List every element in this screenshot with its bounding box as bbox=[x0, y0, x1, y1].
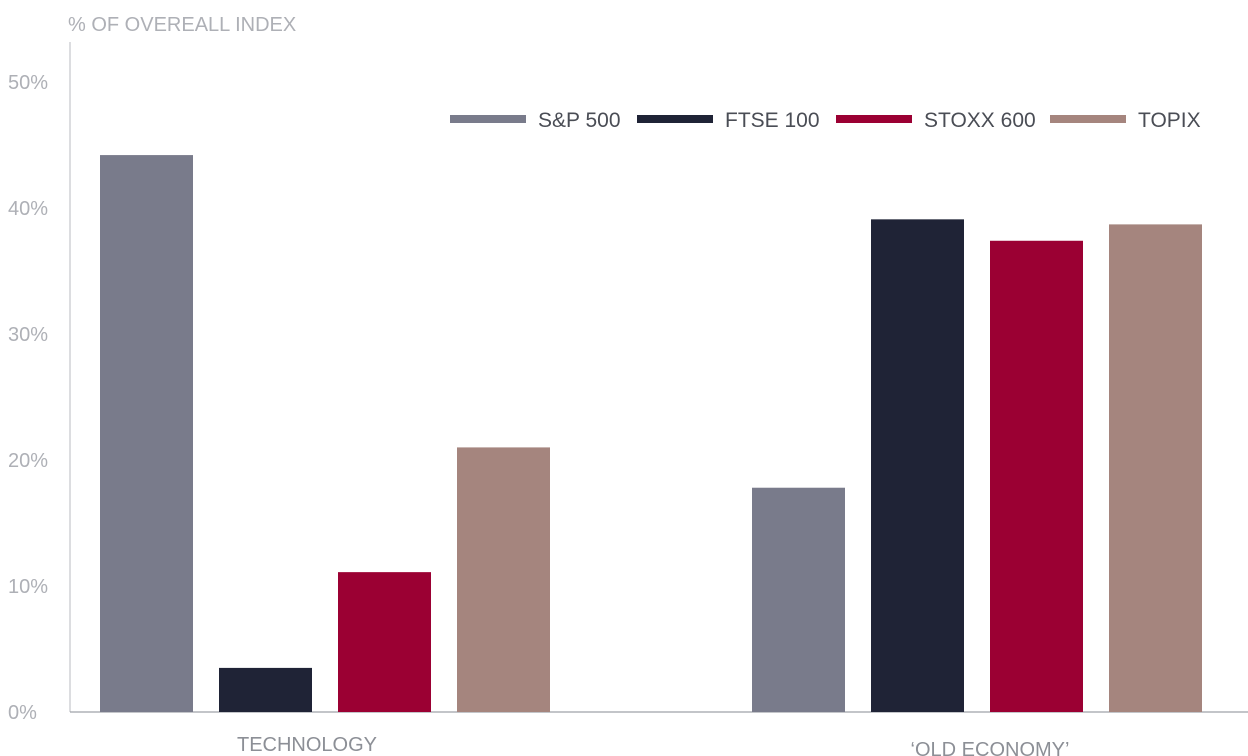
bar-stoxx-600-old-economy bbox=[990, 240, 1083, 712]
bar-s-p-500-old-economy bbox=[752, 487, 845, 712]
legend-swatch bbox=[450, 115, 526, 123]
y-tick-label: 0% bbox=[8, 702, 37, 724]
y-tick-labels: 0% 10% 20% 30% 40% 50% bbox=[8, 72, 48, 724]
bar-topix-technology bbox=[457, 447, 550, 712]
bars bbox=[100, 155, 1202, 712]
legend-swatch bbox=[637, 115, 713, 123]
y-tick-label: 40% bbox=[8, 198, 48, 220]
legend-swatch bbox=[836, 115, 912, 123]
legend-label: FTSE 100 bbox=[725, 109, 820, 132]
bar-ftse-100-technology bbox=[219, 667, 312, 712]
category-label: TECHNOLOGY bbox=[237, 734, 377, 756]
y-tick-label: 10% bbox=[8, 576, 48, 598]
bar-topix-old-economy bbox=[1109, 224, 1202, 712]
bar-ftse-100-old-economy bbox=[871, 219, 964, 712]
legend-swatch bbox=[1050, 115, 1126, 123]
legend-label: TOPIX bbox=[1138, 109, 1201, 132]
y-axis-title: % OF OVEREALL INDEX bbox=[68, 14, 296, 36]
y-tick-label: 30% bbox=[8, 324, 48, 346]
category-label: ‘OLD ECONOMY’ bbox=[911, 739, 1070, 756]
legend-label: STOXX 600 bbox=[924, 109, 1036, 132]
legend: S&P 500 FTSE 100 STOXX 600 TOPIX bbox=[450, 109, 1201, 132]
category-labels: TECHNOLOGY ‘OLD ECONOMY’ bbox=[237, 734, 1069, 756]
y-tick-label: 20% bbox=[8, 450, 48, 472]
bar-s-p-500-technology bbox=[100, 155, 193, 712]
y-tick-label: 50% bbox=[8, 72, 48, 94]
bar-stoxx-600-technology bbox=[338, 572, 431, 712]
legend-label: S&P 500 bbox=[538, 109, 621, 132]
